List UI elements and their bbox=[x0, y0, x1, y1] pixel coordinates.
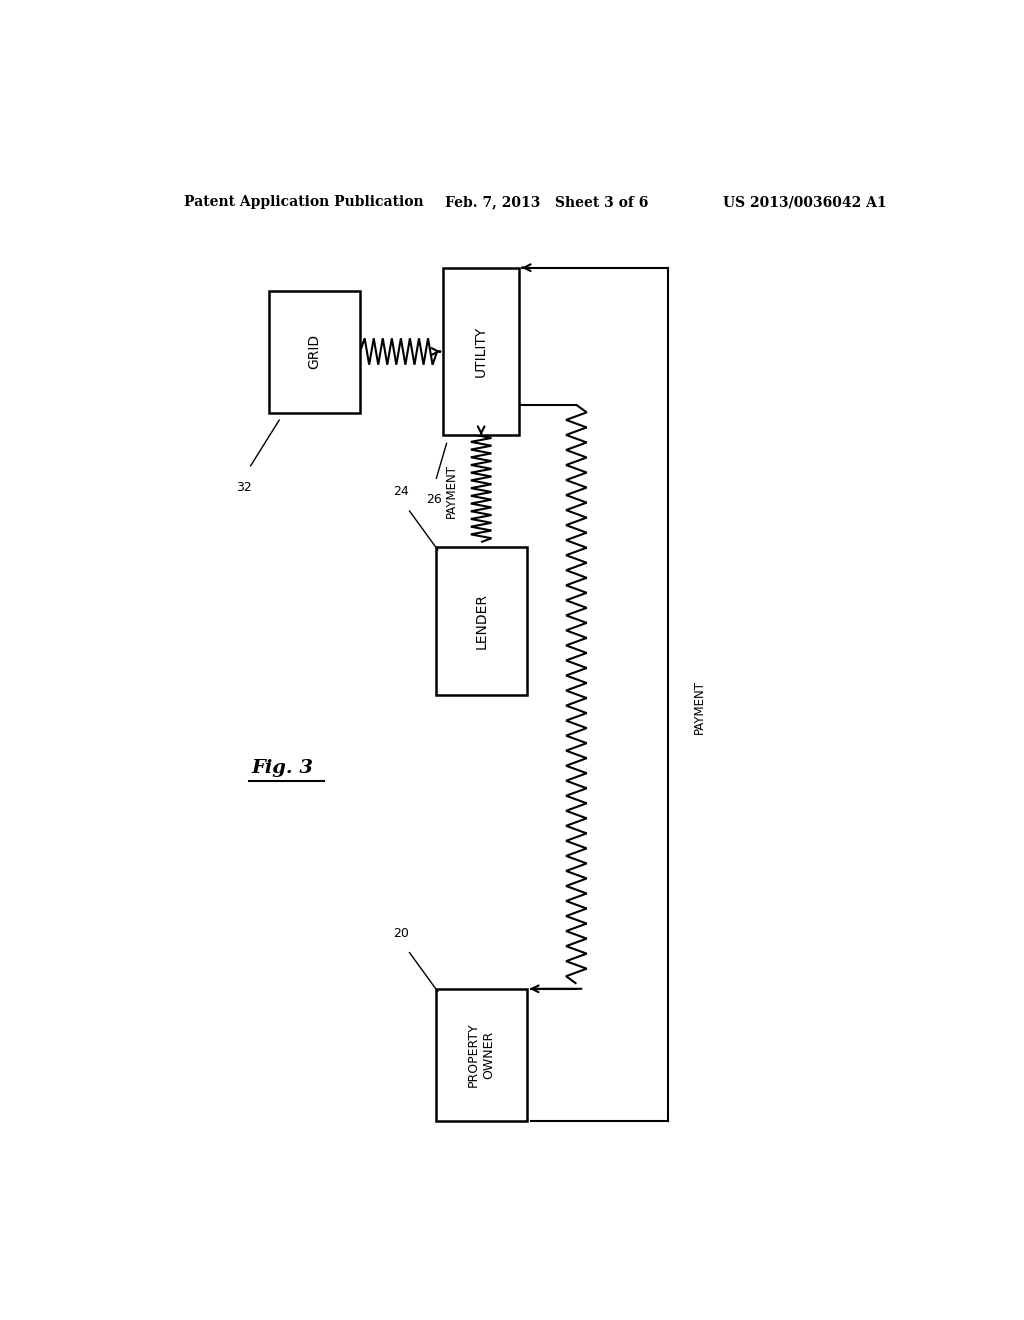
Text: LENDER: LENDER bbox=[474, 593, 488, 649]
Text: Fig. 3: Fig. 3 bbox=[251, 759, 313, 777]
Text: 20: 20 bbox=[393, 927, 410, 940]
Text: PAYMENT: PAYMENT bbox=[444, 465, 458, 519]
Bar bbox=[269, 290, 360, 412]
Text: 24: 24 bbox=[393, 486, 410, 499]
Text: PROPERTY
OWNER: PROPERTY OWNER bbox=[467, 1023, 496, 1088]
Text: 26: 26 bbox=[426, 494, 441, 507]
Bar bbox=[443, 268, 519, 436]
Text: 32: 32 bbox=[236, 480, 251, 494]
Text: Patent Application Publication: Patent Application Publication bbox=[183, 195, 423, 209]
Text: Feb. 7, 2013   Sheet 3 of 6: Feb. 7, 2013 Sheet 3 of 6 bbox=[445, 195, 649, 209]
Bar bbox=[435, 548, 526, 694]
Text: GRID: GRID bbox=[307, 334, 322, 370]
Text: PAYMENT: PAYMENT bbox=[693, 680, 706, 734]
Text: US 2013/0036042 A1: US 2013/0036042 A1 bbox=[723, 195, 887, 209]
Bar bbox=[435, 989, 526, 1121]
Text: UTILITY: UTILITY bbox=[474, 326, 488, 378]
